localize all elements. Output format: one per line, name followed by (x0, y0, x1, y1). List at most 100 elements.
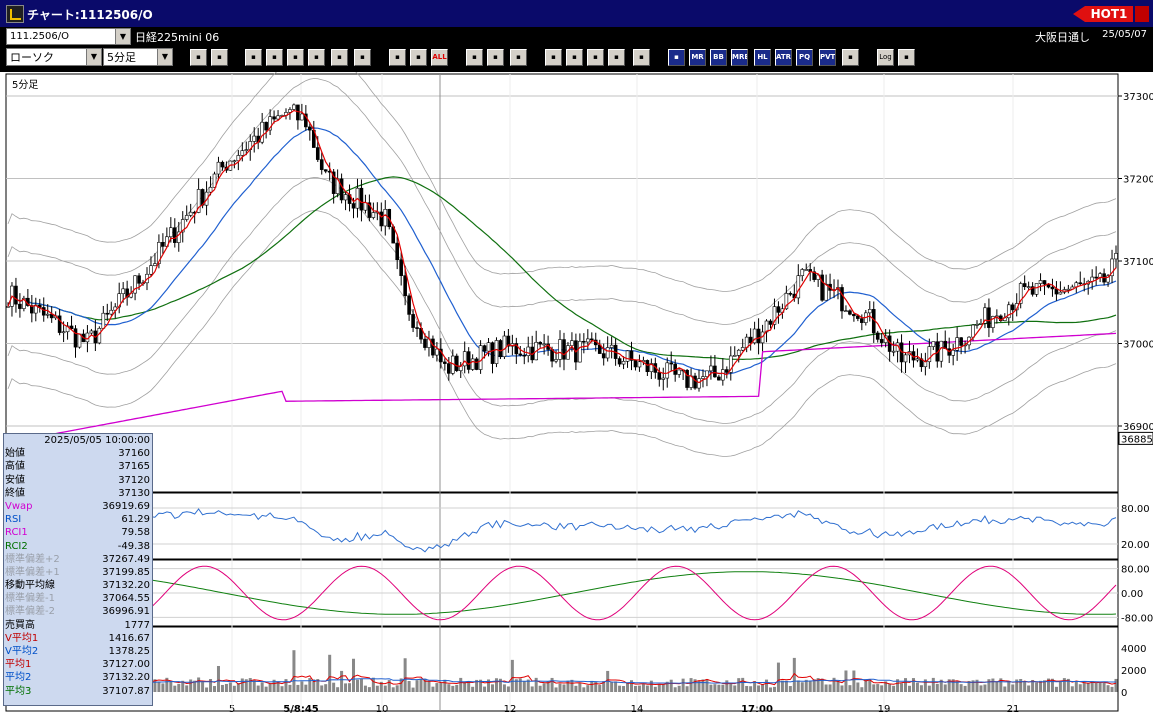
chevron-down-icon[interactable]: ▼ (115, 29, 130, 44)
candle-body (506, 335, 511, 347)
candle-body (768, 320, 773, 325)
hl-button[interactable]: HL (754, 49, 771, 66)
volume-bar (967, 680, 971, 692)
square-button[interactable]: ▪ (842, 49, 859, 66)
candle-body (522, 354, 527, 357)
candle-body (240, 150, 245, 156)
panel-row-value: 36996.91 (102, 606, 150, 618)
candle-body (879, 339, 884, 343)
candle-body (288, 109, 292, 113)
panel-row-value: 61.29 (121, 514, 150, 526)
hot-label: HOT1 (1090, 7, 1128, 21)
export-button[interactable]: ▪ (898, 49, 915, 66)
panel-row: V平均2 1378.25 (4, 645, 152, 658)
volume-bar (566, 680, 570, 692)
volume-bar (852, 670, 856, 692)
chart-type-select[interactable]: ローソク ▼ (6, 48, 102, 66)
memo-icon: ▪ (337, 53, 342, 61)
mre-button[interactable]: MRE (731, 49, 748, 66)
hot-button[interactable]: HOT1 (1073, 6, 1133, 22)
all-button[interactable]: ALL (431, 49, 448, 66)
candle-body (196, 189, 201, 213)
chart-mark-button[interactable]: ▪ (608, 49, 625, 66)
symbol-input[interactable]: 111.2506/O ▼ (6, 28, 131, 45)
cursor-button[interactable]: ▪ (287, 49, 304, 66)
candle-body (379, 211, 384, 227)
candle-right-button[interactable]: ▪ (410, 49, 427, 66)
volume-bar (304, 684, 308, 692)
chart-area[interactable]: 3730037200371003700036900368855分足55/8:45… (0, 72, 1153, 715)
line-draw-button[interactable]: ▪ (266, 49, 283, 66)
candle-body (693, 375, 697, 389)
atr-button[interactable]: ATR (775, 49, 792, 66)
volume-bar (494, 678, 498, 692)
pq-button[interactable]: PQ (796, 49, 813, 66)
trash-button[interactable]: ▪ (354, 49, 371, 66)
volume-bar (518, 678, 522, 692)
volume-bar (363, 685, 367, 692)
candle-body (276, 115, 280, 120)
log-button[interactable]: Log (877, 49, 894, 66)
volume-button[interactable]: ▪ (668, 49, 685, 66)
candle-body (431, 338, 435, 356)
palette-button[interactable]: ▪ (510, 49, 527, 66)
volume-bar (181, 680, 185, 692)
candle-body (617, 358, 622, 365)
volume-bar (677, 685, 681, 692)
candle-body (18, 303, 22, 309)
candle-body (987, 307, 991, 328)
candle-body (153, 263, 157, 266)
interval-select[interactable]: 5分足 ▼ (103, 48, 173, 66)
volume-bar (201, 682, 205, 692)
volume-bar (629, 680, 633, 692)
candle-body (562, 339, 566, 360)
volume-bar (626, 682, 630, 692)
pen-button[interactable]: ▪ (245, 49, 262, 66)
mr-button[interactable]: MR (689, 49, 706, 66)
volume-bar (1011, 684, 1015, 692)
volume-bar (1015, 679, 1019, 692)
volume-bar (431, 686, 435, 692)
volume-bar (995, 681, 999, 692)
chart-bars-icon: ▪ (593, 53, 598, 61)
volume-bar (165, 677, 169, 692)
volume-bar (955, 681, 959, 692)
download-button[interactable]: ▪ (545, 49, 562, 66)
arrow-button[interactable]: ▪ (308, 49, 325, 66)
chevron-down-icon[interactable]: ▼ (157, 49, 172, 65)
candle-body (776, 306, 781, 313)
bb-button[interactable]: BB (710, 49, 727, 66)
volume-bar (824, 684, 828, 692)
window-close-button[interactable] (1135, 6, 1149, 22)
candle-body (109, 309, 114, 315)
panel-row-value: 37165 (118, 461, 150, 473)
volume-bar (546, 681, 550, 692)
candle-body (296, 104, 300, 121)
pvt-button[interactable]: PVT (819, 49, 836, 66)
volume-bar (355, 679, 359, 692)
zoom-button[interactable]: ▪ (190, 49, 207, 66)
candle-body (415, 327, 419, 329)
ma-long-line (7, 176, 1117, 361)
magnify-button[interactable]: ▪ (566, 49, 583, 66)
candle-left-button[interactable]: ▪ (389, 49, 406, 66)
chevron-down-icon[interactable]: ▼ (86, 49, 101, 65)
wrench-button[interactable]: ▪ (487, 49, 504, 66)
panel-row-value: -49.38 (117, 540, 150, 552)
settings-button[interactable]: ▪ (466, 49, 483, 66)
chart-canvas[interactable]: 3730037200371003700036900368855分足55/8:45… (0, 72, 1153, 715)
volume-bar (1039, 680, 1043, 692)
chart-bars-button[interactable]: ▪ (587, 49, 604, 66)
volume-bar (391, 687, 395, 692)
candle-body (272, 116, 276, 120)
candle-body (423, 338, 427, 348)
volume-bar (312, 679, 316, 692)
disabled-button[interactable]: ▪ (633, 49, 650, 66)
candle-body (669, 362, 674, 365)
volume-bar (530, 686, 534, 692)
memo-button[interactable]: ▪ (331, 49, 348, 66)
candle-body (22, 297, 26, 309)
volume-bar (383, 685, 387, 692)
window-button[interactable]: ▪ (211, 49, 228, 66)
bb-icon: BB (713, 53, 724, 61)
